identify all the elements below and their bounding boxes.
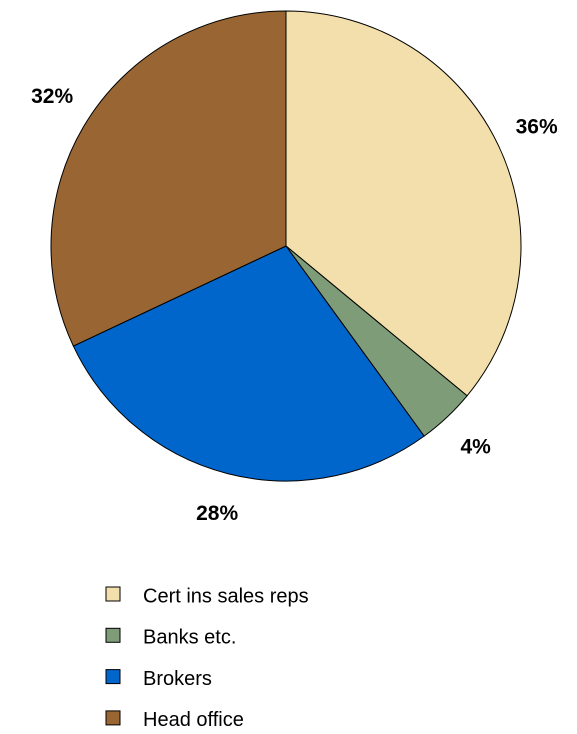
value-label: 4%: [460, 435, 491, 458]
legend-label: Banks etc.: [143, 627, 236, 649]
legend-label: Head office: [143, 709, 244, 731]
pie-slice: [50, 10, 287, 347]
pie-slice: [72, 245, 425, 482]
legend-swatch: [105, 669, 121, 685]
legend-label: Cert ins sales reps: [143, 585, 309, 607]
legend-swatch: [105, 710, 121, 726]
value-label: 28%: [196, 502, 238, 525]
legend-swatch: [105, 627, 121, 643]
value-label: 36%: [516, 116, 558, 139]
value-label: 32%: [31, 85, 73, 108]
pie-slice: [285, 10, 522, 397]
legend-swatch: [105, 586, 121, 602]
legend-label: Brokers: [143, 668, 212, 690]
